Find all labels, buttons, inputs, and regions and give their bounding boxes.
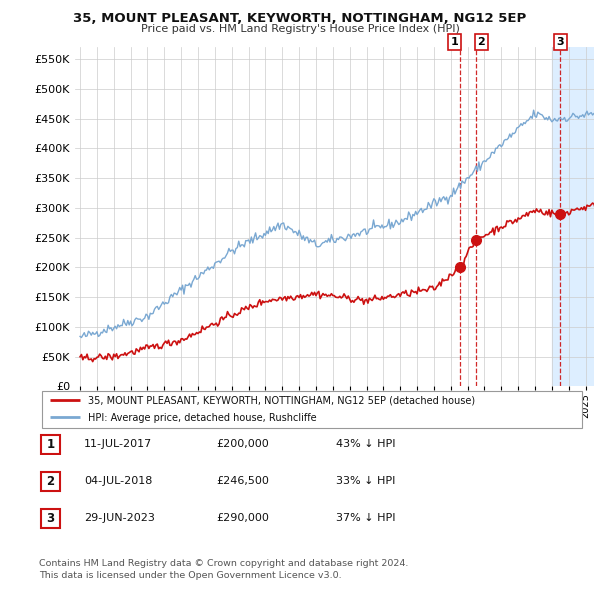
Text: 1: 1 (46, 438, 55, 451)
Text: HPI: Average price, detached house, Rushcliffe: HPI: Average price, detached house, Rush… (88, 413, 317, 423)
Text: 43% ↓ HPI: 43% ↓ HPI (336, 439, 395, 448)
Text: 35, MOUNT PLEASANT, KEYWORTH, NOTTINGHAM, NG12 5EP (detached house): 35, MOUNT PLEASANT, KEYWORTH, NOTTINGHAM… (88, 396, 475, 405)
Text: 29-JUN-2023: 29-JUN-2023 (84, 513, 155, 523)
Text: 11-JUL-2017: 11-JUL-2017 (84, 439, 152, 448)
Text: 35, MOUNT PLEASANT, KEYWORTH, NOTTINGHAM, NG12 5EP: 35, MOUNT PLEASANT, KEYWORTH, NOTTINGHAM… (73, 12, 527, 25)
Text: 33% ↓ HPI: 33% ↓ HPI (336, 476, 395, 486)
Text: 3: 3 (46, 512, 55, 525)
FancyBboxPatch shape (42, 391, 582, 428)
FancyBboxPatch shape (41, 435, 60, 454)
FancyBboxPatch shape (41, 472, 60, 491)
Text: 1: 1 (451, 37, 458, 47)
Text: 2: 2 (477, 37, 485, 47)
Text: 2: 2 (46, 475, 55, 488)
Text: 04-JUL-2018: 04-JUL-2018 (84, 476, 152, 486)
Text: 37% ↓ HPI: 37% ↓ HPI (336, 513, 395, 523)
Text: £290,000: £290,000 (216, 513, 269, 523)
Text: Price paid vs. HM Land Registry's House Price Index (HPI): Price paid vs. HM Land Registry's House … (140, 24, 460, 34)
Text: £200,000: £200,000 (216, 439, 269, 448)
FancyBboxPatch shape (41, 509, 60, 528)
Text: Contains HM Land Registry data © Crown copyright and database right 2024.
This d: Contains HM Land Registry data © Crown c… (39, 559, 409, 580)
Bar (552, 47, 594, 386)
Text: £246,500: £246,500 (216, 476, 269, 486)
Text: 3: 3 (556, 37, 564, 47)
